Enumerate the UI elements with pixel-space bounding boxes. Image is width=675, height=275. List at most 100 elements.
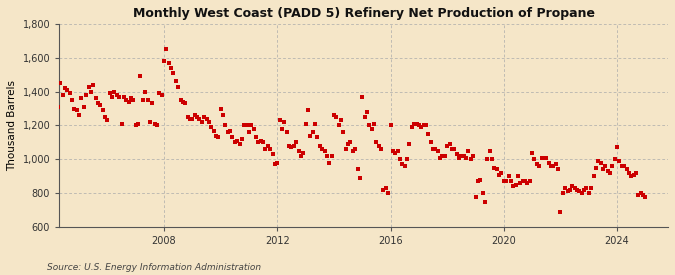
Point: [569, 186, 580, 190]
Point: [154, 91, 165, 95]
Point: [157, 93, 167, 97]
Point: [88, 82, 99, 87]
Point: [260, 147, 271, 151]
Point: [456, 154, 466, 158]
Point: [531, 162, 542, 167]
Point: [493, 172, 504, 177]
Point: [69, 106, 80, 111]
Point: [635, 191, 646, 195]
Point: [111, 93, 122, 97]
Point: [350, 147, 360, 151]
Point: [149, 122, 160, 126]
Point: [215, 106, 226, 111]
Point: [428, 147, 439, 151]
Point: [354, 176, 365, 180]
Point: [178, 100, 188, 104]
Point: [624, 171, 634, 175]
Point: [109, 89, 120, 94]
Point: [477, 191, 488, 195]
Point: [593, 159, 603, 163]
Point: [470, 194, 481, 199]
Y-axis label: Thousand Barrels: Thousand Barrels: [7, 80, 17, 171]
Point: [463, 149, 474, 153]
Point: [222, 130, 233, 134]
Point: [144, 120, 155, 124]
Point: [451, 152, 462, 156]
Point: [319, 149, 330, 153]
Point: [263, 144, 273, 148]
Point: [416, 125, 427, 129]
Point: [626, 174, 637, 178]
Point: [524, 179, 535, 183]
Point: [50, 110, 61, 114]
Point: [576, 191, 587, 195]
Point: [484, 149, 495, 153]
Point: [373, 144, 384, 148]
Point: [340, 147, 351, 151]
Point: [192, 115, 202, 119]
Point: [536, 155, 547, 160]
Point: [392, 149, 403, 153]
Point: [439, 154, 450, 158]
Point: [628, 172, 639, 177]
Point: [562, 189, 573, 194]
Point: [508, 184, 518, 189]
Point: [600, 164, 611, 168]
Point: [479, 199, 490, 204]
Point: [381, 186, 392, 190]
Point: [269, 162, 280, 167]
Point: [421, 123, 431, 128]
Point: [567, 184, 578, 189]
Point: [302, 108, 313, 112]
Point: [583, 191, 594, 195]
Point: [326, 154, 337, 158]
Point: [119, 95, 130, 99]
Point: [255, 139, 266, 143]
Point: [126, 96, 136, 101]
Point: [239, 123, 250, 128]
Point: [300, 122, 311, 126]
Title: Monthly West Coast (PADD 5) Refinery Net Production of Propane: Monthly West Coast (PADD 5) Refinery Net…: [133, 7, 595, 20]
Point: [588, 174, 599, 178]
Point: [166, 66, 177, 70]
Point: [133, 122, 144, 126]
Point: [369, 122, 379, 126]
Point: [458, 154, 469, 158]
Point: [203, 120, 214, 124]
Point: [616, 164, 627, 168]
Point: [371, 140, 382, 145]
Point: [121, 98, 132, 102]
Point: [232, 139, 242, 143]
Point: [447, 147, 458, 151]
Point: [107, 95, 117, 99]
Point: [482, 157, 493, 161]
Point: [574, 189, 585, 194]
Point: [105, 91, 115, 95]
Point: [526, 150, 537, 155]
Point: [272, 161, 283, 165]
Point: [267, 152, 278, 156]
Point: [213, 135, 223, 139]
Point: [534, 164, 545, 168]
Text: Source: U.S. Energy Information Administration: Source: U.S. Energy Information Administ…: [47, 263, 261, 272]
Point: [578, 188, 589, 192]
Point: [81, 93, 92, 97]
Point: [430, 147, 441, 151]
Point: [498, 179, 509, 183]
Point: [564, 188, 575, 192]
Point: [142, 98, 153, 102]
Point: [288, 144, 299, 148]
Point: [572, 188, 583, 192]
Point: [414, 123, 425, 128]
Point: [57, 93, 68, 97]
Point: [159, 59, 169, 63]
Point: [539, 155, 549, 160]
Point: [161, 47, 172, 51]
Point: [472, 179, 483, 183]
Point: [352, 167, 363, 172]
Point: [173, 84, 184, 89]
Point: [55, 81, 65, 85]
Point: [357, 95, 368, 99]
Point: [633, 193, 644, 197]
Point: [501, 179, 512, 183]
